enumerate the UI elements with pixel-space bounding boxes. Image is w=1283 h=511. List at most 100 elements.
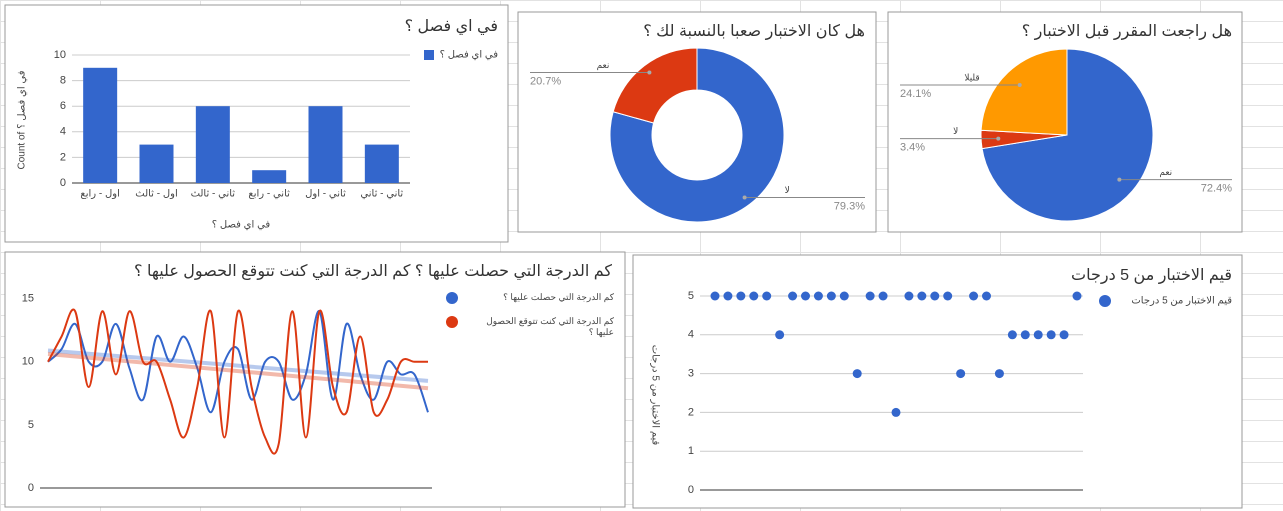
legend-box: كم الدرجة التي كنت تتوقع الحصول عليها ؟ [486,316,614,337]
leader-dot [996,136,1001,141]
point [1072,291,1082,301]
slice [612,47,698,124]
point [736,291,746,301]
legend-label: قيم الاختبار من 5 درجات [1131,296,1232,307]
chart-title: قيم الاختبار من 5 درجات [1071,267,1232,285]
legend-swatch [424,50,434,60]
point [982,291,991,301]
slice [980,48,1068,136]
point [969,291,979,301]
slice-label: لا [785,185,790,195]
y-tick-label: 15 [22,293,34,305]
point [917,291,927,301]
legend-label: كم الدرجة التي حصلت عليها ؟ [503,292,614,302]
x-axis-title: في اي فصل ؟ [212,220,271,231]
point [1020,330,1030,340]
point [878,291,888,301]
leader-dot [1117,177,1122,182]
chart-title: في اي فصل ؟ [405,18,498,36]
panel [4,251,626,508]
y-tick-label: 6 [60,100,66,112]
point [749,291,759,301]
y-tick-label: 8 [60,75,66,87]
bar [139,144,174,183]
bar [364,144,399,183]
y-axis-title: قيم الاختبار من 5 درجات [649,345,660,446]
point [930,291,940,301]
y-tick-label: 4 [688,329,694,341]
point [994,369,1004,379]
legend-box: كم الدرجة التي حصلت عليها ؟ [503,292,614,302]
point [710,291,720,301]
bar [308,106,343,183]
point [943,291,953,301]
slice-label: نعم [1159,167,1172,178]
point [865,291,875,301]
y-tick-label: 0 [60,177,66,189]
x-tick-label: اول - ثالث [135,189,177,200]
y-tick-label: 3 [688,368,694,380]
point [1033,330,1043,340]
point [1046,330,1056,340]
point [723,291,733,301]
y-tick-label: 0 [688,484,694,496]
y-tick-label: 2 [60,151,66,163]
point [904,291,914,301]
line-series [47,310,429,414]
value-label: 72.4% [1201,183,1232,195]
point [813,291,823,301]
point [775,330,785,340]
legend-marker [1099,295,1111,307]
chart-title: هل راجعت المقرر قبل الاختبار ؟ [1022,23,1232,41]
x-tick-label: ثاني - ثاني [360,189,403,200]
point [788,291,798,301]
line-series [47,308,428,455]
y-tick-label: 5 [28,419,34,431]
point [891,407,901,417]
leader-dot [742,195,747,200]
value-label: 24.1% [900,88,931,100]
y-tick-label: 2 [688,406,694,418]
chart-title: كم الدرجة التي حصلت عليها ؟ كم الدرجة ال… [134,263,612,281]
slice-label: قليلا [964,72,979,82]
y-tick-label: 10 [22,356,34,368]
panel [4,4,509,243]
legend-marker [446,292,458,304]
point [826,291,836,301]
bar [195,106,230,183]
legend-label: كم الدرجة التي كنت تتوقع الحصول عليها ؟ [486,316,614,337]
x-tick-label: ثاني - اول [305,189,346,200]
leader-dot [1017,83,1022,88]
point [1059,330,1069,340]
value-label: 3.4% [900,141,925,153]
y-tick-label: 10 [54,49,66,61]
point [762,291,772,301]
x-tick-label: ثاني - ثالث [191,189,236,200]
y-tick-label: 1 [688,445,694,457]
x-tick-label: ثاني - رابع [248,189,290,200]
point [852,369,862,379]
legend-marker [446,316,458,328]
slice-label: نعم [597,60,610,71]
bar [252,170,287,183]
slice-label: لا [953,126,958,136]
y-tick-label: 0 [28,482,34,494]
point [839,291,849,301]
value-label: 79.3% [834,200,865,212]
y-tick-label: 4 [60,126,66,138]
x-tick-label: اول - رابع [80,189,119,200]
y-axis-title: Count of في اي فصل ؟ [17,70,28,169]
y-tick-label: 5 [688,290,694,302]
leader-dot [647,70,652,75]
point [801,291,810,301]
point [956,369,966,379]
legend-label: في اي فصل ؟ [440,50,499,61]
slice [609,47,785,223]
value-label: 20.7% [530,75,561,87]
bar [83,67,118,183]
point [1007,330,1017,340]
chart-title: هل كان الاختبار صعبا بالنسبة لك ؟ [643,23,865,41]
slice [981,48,1154,222]
